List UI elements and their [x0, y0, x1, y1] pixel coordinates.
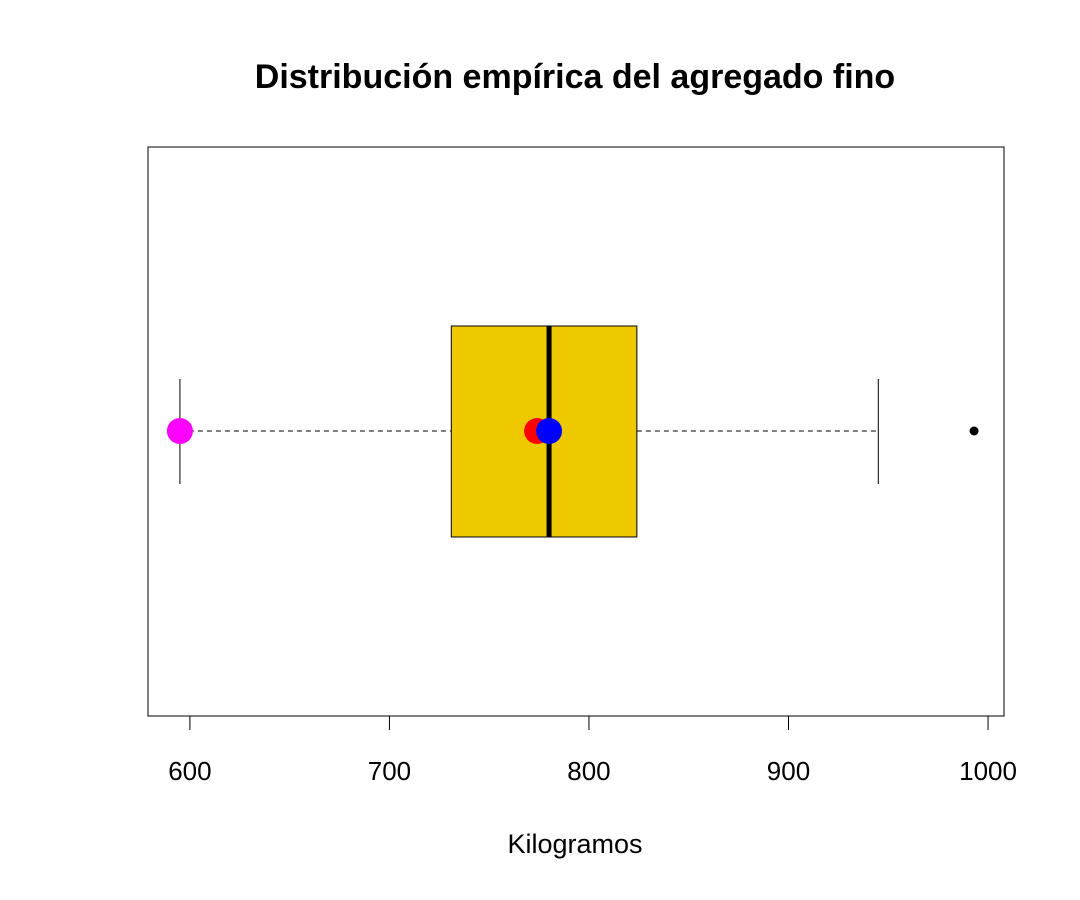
chart-marks	[166, 325, 979, 538]
outlier-point	[969, 426, 979, 436]
x-axis: 600 700 800 900 1000	[168, 715, 1017, 786]
marker-point	[536, 418, 563, 444]
x-tick-label: 900	[767, 756, 810, 786]
chart-title: Distribución empírica del agregado fino	[255, 58, 895, 96]
x-tick-label: 1000	[959, 756, 1017, 786]
x-tick-label: 700	[368, 756, 411, 786]
x-tick-label: 800	[567, 756, 610, 786]
x-tick-label: 600	[168, 756, 211, 786]
marker-point	[166, 418, 193, 444]
x-axis-label: Kilogramos	[507, 829, 642, 859]
